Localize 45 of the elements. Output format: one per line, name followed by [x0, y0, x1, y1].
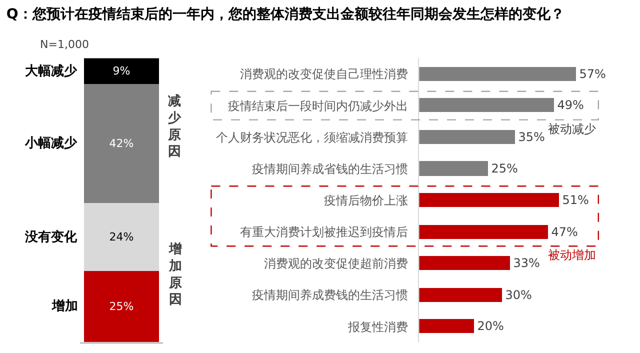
data-label: 47%: [551, 225, 578, 240]
bar: [419, 161, 488, 176]
y-tick-label: 消费观的改变促使超前消费: [264, 256, 408, 271]
y-tick-label: 疫情期间养成省钱的生活习惯: [252, 162, 408, 176]
text: Q：您预计在疫情结束后的一年内，您的整体消费支出金额较往年同期会发生怎样的变化？: [6, 6, 564, 23]
y-tick-label: 疫情期间养成费钱的生活习惯: [252, 288, 408, 302]
data-label: 51%: [562, 193, 589, 208]
data-label: 24%: [109, 230, 134, 244]
annotation: 被动减少: [548, 122, 596, 136]
bar: [84, 84, 159, 204]
text: 减少原因: [167, 94, 182, 160]
series-label: 小幅减少: [24, 136, 78, 151]
y-tick-label: 个人财务状况恶化，须缩减消费预算: [216, 130, 408, 144]
text: 增加原因: [168, 242, 182, 308]
data-label: 49%: [557, 98, 584, 112]
data-label: 42%: [109, 137, 134, 150]
bar: [419, 98, 554, 112]
bar: [419, 67, 576, 82]
series-label: 没有变化: [24, 229, 78, 245]
y-tick-label: 消费观的改变促使自己理性消费: [240, 67, 408, 82]
bar: [419, 225, 548, 240]
bar: [84, 271, 159, 342]
data-label: 30%: [505, 288, 532, 302]
data-label: 35%: [518, 130, 545, 144]
bar: [84, 58, 159, 84]
bar: [419, 130, 516, 144]
data-label: 33%: [513, 256, 540, 270]
bar: [419, 288, 502, 302]
chart-subtitle: N=1,000: [40, 38, 89, 51]
y-tick-label: 有重大消费计划被推迟到疫情后: [240, 225, 408, 240]
data-label: 25%: [491, 162, 518, 176]
annotation: 被动增加: [548, 248, 596, 262]
bar: [84, 203, 159, 272]
y-tick-label: 报复性消费: [346, 320, 408, 334]
data-label: 25%: [109, 300, 134, 314]
y-tick-label: 疫情后物价上涨: [324, 194, 408, 208]
series-label: 大幅减少: [25, 64, 78, 79]
bar: [419, 319, 474, 334]
series-label: 增加: [51, 299, 78, 314]
bar: [419, 256, 510, 270]
bar: [419, 193, 560, 208]
y-tick-label: 疫情结束后一段时间内仍减少外出: [228, 98, 408, 113]
data-label: 9%: [112, 64, 130, 78]
data-label: 57%: [579, 67, 606, 82]
data-label: 20%: [477, 319, 504, 334]
